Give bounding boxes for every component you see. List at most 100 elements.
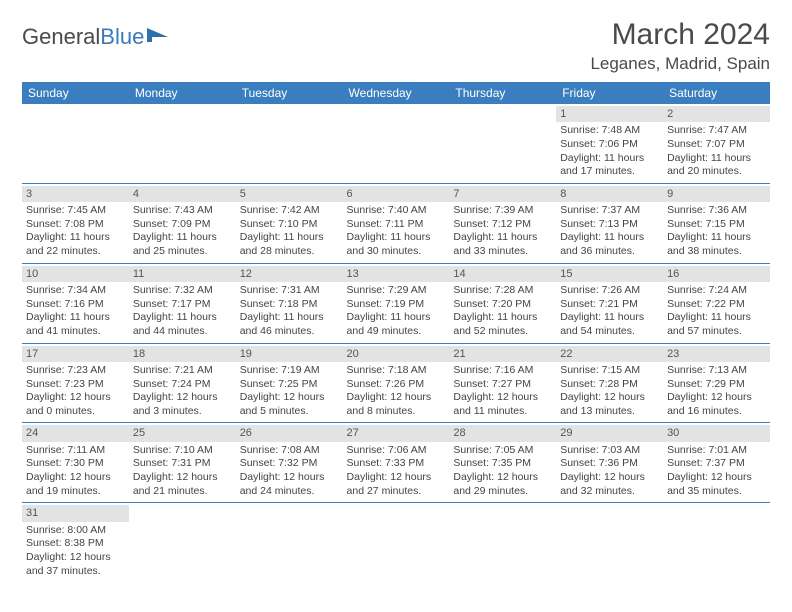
- calendar-table: SundayMondayTuesdayWednesdayThursdayFrid…: [22, 82, 770, 582]
- calendar-cell: 9Sunrise: 7:36 AMSunset: 7:15 PMDaylight…: [663, 183, 770, 263]
- day-number: 12: [236, 266, 343, 282]
- day-number: 18: [129, 346, 236, 362]
- calendar-cell-empty: [663, 503, 770, 582]
- daylight-text: Daylight: 12 hours: [667, 471, 766, 485]
- daylight-text: Daylight: 11 hours: [240, 311, 339, 325]
- calendar-cell: 29Sunrise: 7:03 AMSunset: 7:36 PMDayligh…: [556, 423, 663, 503]
- calendar-cell: 21Sunrise: 7:16 AMSunset: 7:27 PMDayligh…: [449, 343, 556, 423]
- weekday-header: Thursday: [449, 82, 556, 104]
- daylight-text: and 37 minutes.: [26, 565, 125, 579]
- day-number: 21: [449, 346, 556, 362]
- day-number: 30: [663, 425, 770, 441]
- weekday-header: Friday: [556, 82, 663, 104]
- sunrise-text: Sunrise: 7:13 AM: [667, 364, 766, 378]
- daylight-text: Daylight: 12 hours: [347, 391, 446, 405]
- daylight-text: and 32 minutes.: [560, 485, 659, 499]
- sunset-text: Sunset: 7:16 PM: [26, 298, 125, 312]
- calendar-cell: 13Sunrise: 7:29 AMSunset: 7:19 PMDayligh…: [343, 263, 450, 343]
- calendar-body: 1Sunrise: 7:48 AMSunset: 7:06 PMDaylight…: [22, 104, 770, 582]
- calendar-cell-empty: [129, 104, 236, 183]
- calendar-cell: 30Sunrise: 7:01 AMSunset: 7:37 PMDayligh…: [663, 423, 770, 503]
- sunset-text: Sunset: 7:21 PM: [560, 298, 659, 312]
- calendar-row: 1Sunrise: 7:48 AMSunset: 7:06 PMDaylight…: [22, 104, 770, 183]
- sunrise-text: Sunrise: 7:21 AM: [133, 364, 232, 378]
- day-number: 27: [343, 425, 450, 441]
- calendar-cell: 6Sunrise: 7:40 AMSunset: 7:11 PMDaylight…: [343, 183, 450, 263]
- daylight-text: and 11 minutes.: [453, 405, 552, 419]
- calendar-cell: 3Sunrise: 7:45 AMSunset: 7:08 PMDaylight…: [22, 183, 129, 263]
- sunset-text: Sunset: 7:09 PM: [133, 218, 232, 232]
- daylight-text: Daylight: 12 hours: [347, 471, 446, 485]
- calendar-cell: 28Sunrise: 7:05 AMSunset: 7:35 PMDayligh…: [449, 423, 556, 503]
- daylight-text: and 19 minutes.: [26, 485, 125, 499]
- calendar-cell: 4Sunrise: 7:43 AMSunset: 7:09 PMDaylight…: [129, 183, 236, 263]
- daylight-text: Daylight: 11 hours: [26, 311, 125, 325]
- sunset-text: Sunset: 7:18 PM: [240, 298, 339, 312]
- daylight-text: Daylight: 11 hours: [667, 152, 766, 166]
- day-number: 19: [236, 346, 343, 362]
- sunrise-text: Sunrise: 7:39 AM: [453, 204, 552, 218]
- sunset-text: Sunset: 7:06 PM: [560, 138, 659, 152]
- sunrise-text: Sunrise: 7:28 AM: [453, 284, 552, 298]
- location-text: Leganes, Madrid, Spain: [590, 54, 770, 74]
- daylight-text: Daylight: 11 hours: [133, 231, 232, 245]
- sunrise-text: Sunrise: 7:15 AM: [560, 364, 659, 378]
- calendar-cell-empty: [129, 503, 236, 582]
- sunrise-text: Sunrise: 7:36 AM: [667, 204, 766, 218]
- daylight-text: and 46 minutes.: [240, 325, 339, 339]
- sunrise-text: Sunrise: 7:42 AM: [240, 204, 339, 218]
- daylight-text: Daylight: 12 hours: [26, 551, 125, 565]
- sunset-text: Sunset: 7:11 PM: [347, 218, 446, 232]
- day-number: 2: [663, 106, 770, 122]
- sunset-text: Sunset: 7:13 PM: [560, 218, 659, 232]
- header: GeneralBlue March 2024 Leganes, Madrid, …: [22, 18, 770, 74]
- daylight-text: and 24 minutes.: [240, 485, 339, 499]
- day-number: 11: [129, 266, 236, 282]
- calendar-row: 3Sunrise: 7:45 AMSunset: 7:08 PMDaylight…: [22, 183, 770, 263]
- daylight-text: Daylight: 12 hours: [453, 391, 552, 405]
- daylight-text: Daylight: 12 hours: [560, 391, 659, 405]
- calendar-cell-empty: [236, 503, 343, 582]
- day-number: 15: [556, 266, 663, 282]
- calendar-row: 31Sunrise: 8:00 AMSunset: 8:38 PMDayligh…: [22, 503, 770, 582]
- daylight-text: and 29 minutes.: [453, 485, 552, 499]
- calendar-cell: 31Sunrise: 8:00 AMSunset: 8:38 PMDayligh…: [22, 503, 129, 582]
- weekday-header: Sunday: [22, 82, 129, 104]
- daylight-text: and 54 minutes.: [560, 325, 659, 339]
- sunset-text: Sunset: 7:17 PM: [133, 298, 232, 312]
- sunset-text: Sunset: 7:22 PM: [667, 298, 766, 312]
- calendar-cell: 2Sunrise: 7:47 AMSunset: 7:07 PMDaylight…: [663, 104, 770, 183]
- sunset-text: Sunset: 7:30 PM: [26, 457, 125, 471]
- sunrise-text: Sunrise: 7:01 AM: [667, 444, 766, 458]
- daylight-text: and 30 minutes.: [347, 245, 446, 259]
- sunrise-text: Sunrise: 7:05 AM: [453, 444, 552, 458]
- daylight-text: Daylight: 11 hours: [560, 152, 659, 166]
- daylight-text: and 22 minutes.: [26, 245, 125, 259]
- calendar-cell-empty: [449, 104, 556, 183]
- calendar-cell: 20Sunrise: 7:18 AMSunset: 7:26 PMDayligh…: [343, 343, 450, 423]
- daylight-text: and 52 minutes.: [453, 325, 552, 339]
- sunset-text: Sunset: 7:24 PM: [133, 378, 232, 392]
- calendar-cell-empty: [236, 104, 343, 183]
- calendar-cell-empty: [343, 503, 450, 582]
- sunrise-text: Sunrise: 8:00 AM: [26, 524, 125, 538]
- calendar-cell: 19Sunrise: 7:19 AMSunset: 7:25 PMDayligh…: [236, 343, 343, 423]
- sunrise-text: Sunrise: 7:24 AM: [667, 284, 766, 298]
- sunrise-text: Sunrise: 7:34 AM: [26, 284, 125, 298]
- calendar-row: 17Sunrise: 7:23 AMSunset: 7:23 PMDayligh…: [22, 343, 770, 423]
- calendar-cell: 25Sunrise: 7:10 AMSunset: 7:31 PMDayligh…: [129, 423, 236, 503]
- day-number: 31: [22, 505, 129, 521]
- daylight-text: Daylight: 12 hours: [240, 471, 339, 485]
- day-number: 16: [663, 266, 770, 282]
- sunset-text: Sunset: 7:26 PM: [347, 378, 446, 392]
- day-number: 1: [556, 106, 663, 122]
- sunrise-text: Sunrise: 7:11 AM: [26, 444, 125, 458]
- sunrise-text: Sunrise: 7:43 AM: [133, 204, 232, 218]
- daylight-text: Daylight: 12 hours: [133, 391, 232, 405]
- logo: GeneralBlue: [22, 18, 172, 50]
- calendar-cell: 16Sunrise: 7:24 AMSunset: 7:22 PMDayligh…: [663, 263, 770, 343]
- calendar-cell: 1Sunrise: 7:48 AMSunset: 7:06 PMDaylight…: [556, 104, 663, 183]
- day-number: 6: [343, 186, 450, 202]
- sunset-text: Sunset: 7:15 PM: [667, 218, 766, 232]
- daylight-text: and 5 minutes.: [240, 405, 339, 419]
